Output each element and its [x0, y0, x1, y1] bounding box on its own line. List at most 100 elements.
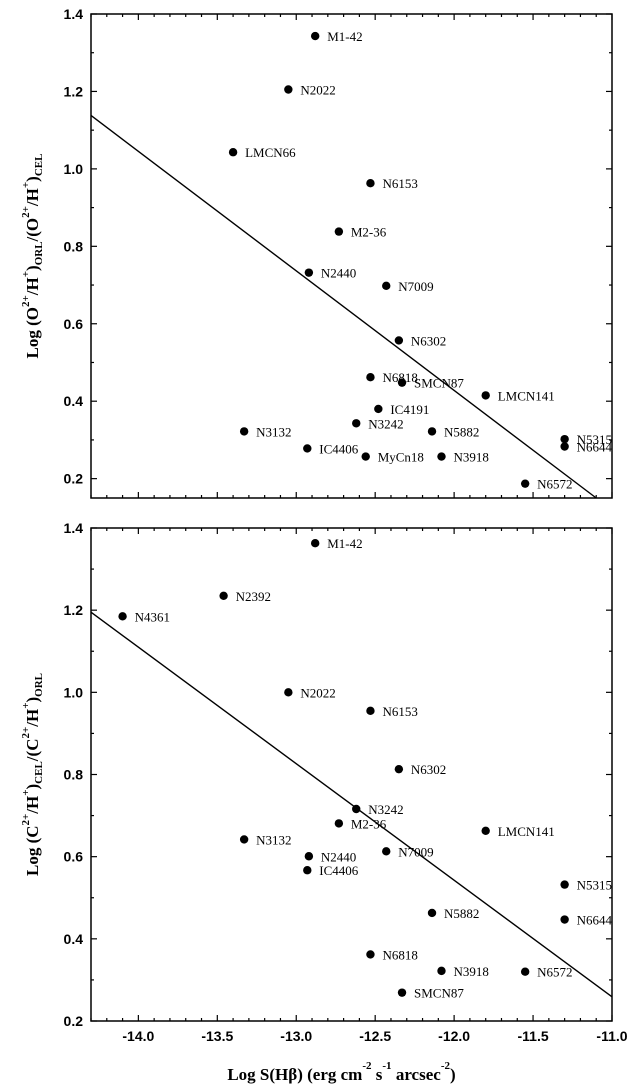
points-group: M1-42 N2392 N4361 N2022 N6153 N6302 N3242M2-36…: [118, 536, 612, 1001]
point-label: M1-42: [327, 29, 362, 44]
point-label: N5315: [577, 432, 612, 447]
plot-frame: [90, 527, 613, 1022]
point-label: N4361: [135, 609, 170, 624]
data-point: [239, 427, 249, 436]
data-point: [560, 915, 569, 924]
y-tick-label: 0.8: [64, 238, 84, 254]
y-axis-label-part: 2+: [20, 727, 32, 739]
point-label: LMCN66: [245, 145, 296, 160]
x-axis-label-part: s: [372, 1065, 383, 1084]
point-label: SMCN87: [414, 376, 464, 391]
data-point: [520, 479, 530, 488]
point-label: IC4406: [319, 441, 359, 456]
data-point: [366, 179, 375, 188]
data-point: [304, 852, 314, 861]
data-point: [118, 612, 127, 621]
data-point: [310, 539, 320, 548]
x-tick-label: -14.0: [122, 1028, 154, 1044]
data-point: [560, 442, 569, 451]
y-axis-label-part: CEL: [33, 761, 45, 784]
data-point: [481, 391, 490, 400]
y-axis-label-part: 2+: [20, 814, 32, 826]
y-axis-label-part: +: [20, 271, 32, 277]
y-axis-label-part: 2+: [20, 295, 32, 307]
data-point: [334, 819, 344, 828]
data-point: [284, 85, 293, 94]
data-point: [366, 950, 375, 959]
y-tick-label: 1.0: [64, 684, 84, 700]
point-label: N6572: [537, 965, 572, 980]
y-tick-label: 0.6: [64, 316, 84, 332]
y-axis-label-part: /H: [23, 277, 42, 296]
data-point: [437, 966, 446, 976]
data-point: [374, 404, 383, 414]
point-label: N3918: [453, 964, 488, 979]
x-axis-label-part: arcsec: [392, 1065, 442, 1084]
y-axis-label-part: ): [23, 784, 42, 790]
data-point: [303, 866, 312, 875]
point-label: N6153: [382, 704, 417, 719]
y-tick-label: 1.2: [64, 83, 84, 99]
point-label: N3918: [453, 450, 488, 465]
point-label: N6153: [382, 176, 417, 191]
point-label: N7009: [398, 279, 433, 294]
y-axis-label-part: CEL: [33, 154, 45, 177]
data-point: [352, 804, 361, 814]
x-axis-label-part: Log S(Hβ) (erg cm: [227, 1065, 362, 1084]
y-axis-label-part: Log (O: [23, 307, 42, 358]
y-tick-label: 0.8: [64, 767, 84, 783]
data-point: [239, 835, 249, 844]
data-point: [219, 591, 228, 600]
point-label: MyCn18: [378, 450, 424, 465]
data-point: [382, 281, 391, 291]
y-axis-label-part: +: [20, 789, 32, 795]
data-point: [481, 826, 490, 835]
point-label: N2022: [300, 83, 335, 98]
top-panel: 0.2 0.4 0.6 0.8 1.0 1.2 1.4 M1-42 N2022 LMCN66 N61…: [20, 6, 613, 499]
y-axis-label-part: /H: [23, 796, 42, 815]
point-label: N6818: [382, 370, 417, 385]
point-label: M1-42: [327, 536, 362, 551]
data-point: [352, 419, 361, 428]
point-label: N6644: [577, 440, 613, 455]
y-axis-label: Log (O2+/H+)ORL/(O2+/H+)CEL: [20, 154, 45, 359]
data-point: [366, 372, 375, 382]
y-axis-label-part: /(O: [23, 218, 42, 243]
y-axis-label-part: ORL: [33, 241, 45, 265]
data-point: [394, 764, 404, 774]
point-label: SMCN87: [414, 986, 464, 1001]
point-label: N3242: [368, 416, 403, 431]
point-label: N2440: [321, 266, 356, 281]
data-point: [382, 847, 391, 856]
y-tick-label: 0.2: [64, 471, 84, 487]
y-axis-label-part: /H: [23, 188, 42, 207]
y-tick-label: 0.4: [64, 393, 84, 409]
point-label: M2-36: [351, 225, 387, 240]
point-label: N5315: [577, 878, 612, 893]
point-label: LMCN141: [498, 388, 555, 403]
point-label: LMCN141: [498, 824, 555, 839]
point-label: N7009: [398, 844, 433, 859]
bottom-panel: 0.2 0.4 0.6 0.8 1.0 1.2 1.4 -14.0 -13.5 -13.0 -12.…: [20, 520, 628, 1084]
point-label: N2022: [300, 685, 335, 700]
point-label: N6302: [411, 333, 446, 348]
y-axis-label-part: ): [23, 697, 42, 703]
data-point: [303, 444, 312, 453]
y-tick-label: 1.4: [64, 6, 84, 22]
plot-frame: [90, 13, 613, 499]
y-axis-label-part: +: [20, 702, 32, 708]
data-point: [304, 268, 314, 277]
y-tick-label: 0.2: [64, 1013, 84, 1029]
y-axis-label-part: ): [23, 265, 42, 271]
data-point: [397, 988, 407, 997]
y-axis-label: Log (C2+/H+)CEL/(C2+/H+)ORL: [20, 673, 45, 876]
point-label: M2-36: [351, 816, 387, 831]
y-tick-label: 1.4: [64, 520, 84, 536]
y-axis-label-part: /H: [23, 709, 42, 728]
point-label: N3242: [368, 802, 403, 817]
point-label: N2440: [321, 849, 356, 864]
point-label: N6572: [537, 477, 572, 492]
point-label: N5882: [444, 906, 479, 921]
data-point: [427, 908, 437, 918]
